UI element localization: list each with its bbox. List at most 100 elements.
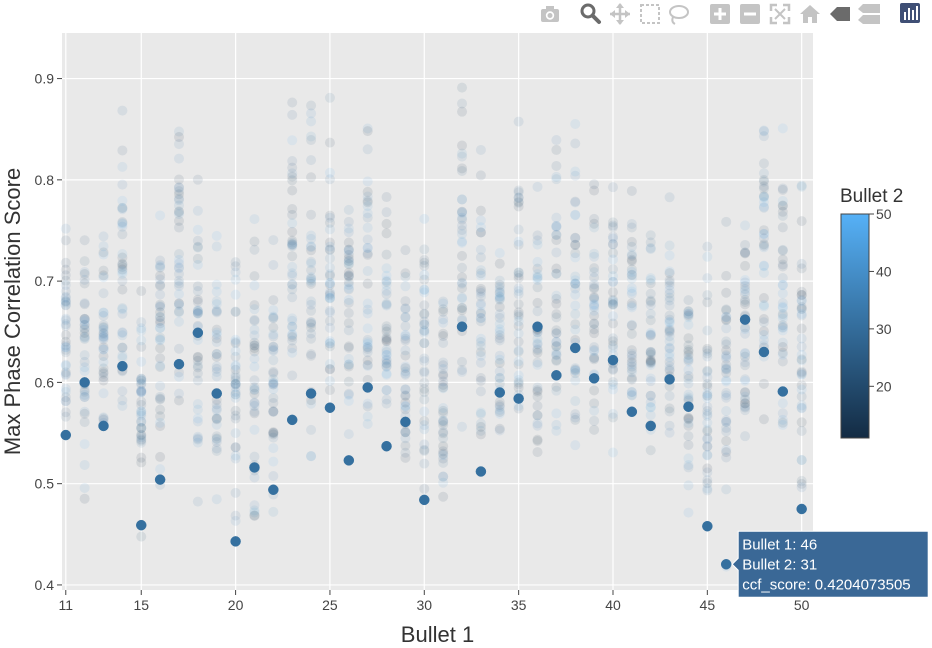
- background-point: [211, 413, 222, 424]
- background-point: [438, 417, 449, 428]
- background-point: [362, 195, 373, 206]
- hover-closest-icon[interactable]: [830, 7, 850, 21]
- background-point: [438, 376, 449, 387]
- background-point: [287, 321, 298, 332]
- background-point: [268, 406, 279, 417]
- background-point: [438, 471, 449, 482]
- background-point: [796, 180, 807, 191]
- plot-area-background[interactable]: [62, 33, 813, 590]
- background-point: [683, 356, 694, 367]
- background-point: [532, 297, 543, 308]
- background-point: [475, 340, 486, 351]
- background-point: [664, 326, 675, 337]
- zoom-out-icon[interactable]: [740, 4, 760, 24]
- background-point: [400, 329, 411, 340]
- background-point: [268, 384, 279, 395]
- background-point: [60, 407, 71, 418]
- background-point: [117, 229, 128, 240]
- background-point: [457, 293, 468, 304]
- background-point: [287, 162, 298, 173]
- background-point: [438, 338, 449, 349]
- background-point: [136, 335, 147, 346]
- data-point: [98, 420, 109, 432]
- background-point: [457, 305, 468, 316]
- background-point: [494, 405, 505, 416]
- background-point: [475, 270, 486, 281]
- background-point: [551, 144, 562, 155]
- background-point: [626, 320, 637, 331]
- background-point: [721, 305, 732, 316]
- zoom-in-icon[interactable]: [710, 4, 730, 24]
- autoscale-icon[interactable]: [769, 3, 791, 25]
- background-point: [230, 379, 241, 390]
- background-point: [136, 423, 147, 434]
- camera-icon[interactable]: [541, 6, 559, 22]
- background-point: [155, 335, 166, 346]
- background-point: [551, 298, 562, 309]
- background-point: [457, 206, 468, 217]
- background-point: [324, 385, 335, 396]
- background-point: [173, 222, 184, 233]
- background-point: [796, 263, 807, 274]
- background-point: [60, 270, 71, 281]
- background-point: [192, 308, 203, 319]
- background-point: [60, 396, 71, 407]
- background-point: [343, 277, 354, 288]
- background-point: [570, 368, 581, 379]
- reset-axes-icon[interactable]: [800, 5, 820, 23]
- background-point: [532, 333, 543, 344]
- background-point: [551, 229, 562, 240]
- background-point: [796, 310, 807, 321]
- background-point: [777, 273, 788, 284]
- background-point: [136, 378, 147, 389]
- background-point: [702, 365, 713, 376]
- background-point: [343, 389, 354, 400]
- background-point: [551, 160, 562, 171]
- box-select-icon[interactable]: [640, 4, 660, 24]
- background-point: [740, 394, 751, 405]
- zoom-icon[interactable]: [580, 3, 601, 24]
- background-point: [230, 413, 241, 424]
- background-point: [702, 405, 713, 416]
- background-point: [740, 275, 751, 286]
- background-point: [626, 345, 637, 356]
- background-point: [400, 296, 411, 307]
- background-point: [457, 140, 468, 151]
- background-point: [192, 174, 203, 185]
- background-point: [626, 374, 637, 385]
- background-point: [438, 306, 449, 317]
- background-point: [589, 300, 600, 311]
- background-point: [796, 333, 807, 344]
- background-point: [438, 446, 449, 457]
- background-point: [173, 248, 184, 259]
- background-point: [287, 332, 298, 343]
- background-point: [381, 326, 392, 337]
- background-point: [60, 370, 71, 381]
- background-point: [249, 510, 260, 521]
- plotly-logo-icon[interactable]: [900, 3, 920, 23]
- background-point: [551, 221, 562, 232]
- background-point: [155, 332, 166, 343]
- background-point: [268, 377, 279, 388]
- background-point: [551, 381, 562, 392]
- hover-compare-icon[interactable]: [858, 4, 880, 24]
- background-point: [400, 440, 411, 451]
- background-point: [249, 385, 260, 396]
- pan-icon[interactable]: [610, 3, 630, 25]
- background-point: [532, 357, 543, 368]
- background-point: [683, 413, 694, 424]
- background-point: [758, 125, 769, 136]
- background-point: [475, 375, 486, 386]
- background-point: [532, 385, 543, 396]
- background-point: [702, 450, 713, 461]
- background-point: [192, 253, 203, 264]
- background-point: [79, 313, 90, 324]
- background-point: [589, 272, 600, 283]
- background-point: [438, 360, 449, 371]
- background-point: [758, 330, 769, 341]
- lasso-select-icon[interactable]: [669, 5, 689, 25]
- background-point: [702, 388, 713, 399]
- background-point: [419, 420, 430, 431]
